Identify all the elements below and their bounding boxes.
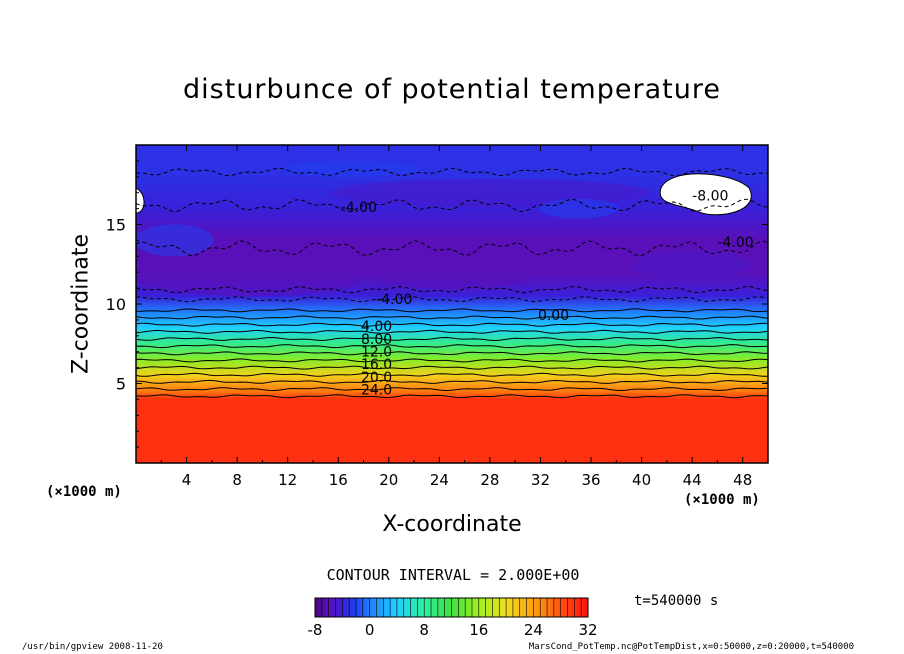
x-tick-label: 48 [733,471,752,489]
contour-label: 0.00 [538,308,569,324]
contour-label: 8.00 [361,332,392,348]
contour-label: -4.00 [376,292,412,308]
chart-title: disturbunce of potential temperature [183,74,721,105]
x-unit-label-left: (×1000 m) [46,484,122,500]
contour-line [136,394,768,399]
contour-line [136,372,768,377]
x-unit-label-right: (×1000 m) [684,492,760,508]
x-tick-label: 36 [581,471,600,489]
footer-left: /usr/bin/gpview 2008-11-20 [22,642,163,652]
x-tick-label: 32 [531,471,550,489]
contour-line [136,365,768,370]
y-axis-label: Z-coordinate [68,234,94,374]
y-tick-label: 10 [106,295,126,314]
contour-label: 4.00 [361,319,392,335]
contour-label: 16.0 [361,357,392,373]
contour-line [136,308,768,313]
colorbar-tick-label: 8 [419,621,429,639]
x-tick-label: 16 [329,471,348,489]
contour-line [136,167,768,177]
contour-interval-label: CONTOUR INTERVAL = 2.000E+00 [326,566,580,584]
contour-line [136,351,768,356]
x-tick-label: 44 [683,471,702,489]
footer-right: MarsCond_PotTemp.nc@PotTempDist,x=0:5000… [528,642,854,652]
colorbar-tick-label: 16 [469,621,488,639]
x-tick-label: 12 [278,471,297,489]
contour-line [136,240,768,257]
x-tick-label: 4 [182,471,192,489]
x-axis-label: X-coordinate [382,512,522,537]
contour-line [136,379,768,384]
contour-line [136,322,768,327]
contour-label: -4.00 [717,235,753,251]
contour-line [136,358,768,363]
contour-line [136,344,768,349]
undefined-region [659,173,752,216]
contour-label: -4.00 [341,200,377,216]
contour-line [136,315,768,320]
x-tick-label: 40 [632,471,651,489]
x-tick-label: 8 [232,471,242,489]
colorbar-tick-label: 24 [524,621,543,639]
contour-line [136,296,768,303]
y-tick-label: 5 [116,375,126,394]
contour-label: 12.0 [361,344,392,360]
colorbar-tick-label: -8 [308,621,323,639]
contour-label: 24.0 [361,383,392,399]
contour-line [136,329,768,334]
x-tick-label: 24 [430,471,449,489]
contour-label: 20.0 [361,370,392,386]
x-tick-label: 20 [379,471,398,489]
contour-line [136,285,768,294]
colorbar-tick-label: 32 [578,621,597,639]
y-tick-label: 15 [106,216,126,235]
contour-label: -8.00 [692,189,728,205]
x-tick-label: 28 [480,471,499,489]
time-label: t=540000 s [634,593,719,609]
contour-line [136,387,768,392]
colorbar-tick-label: 0 [365,621,375,639]
contour-line [136,336,768,342]
